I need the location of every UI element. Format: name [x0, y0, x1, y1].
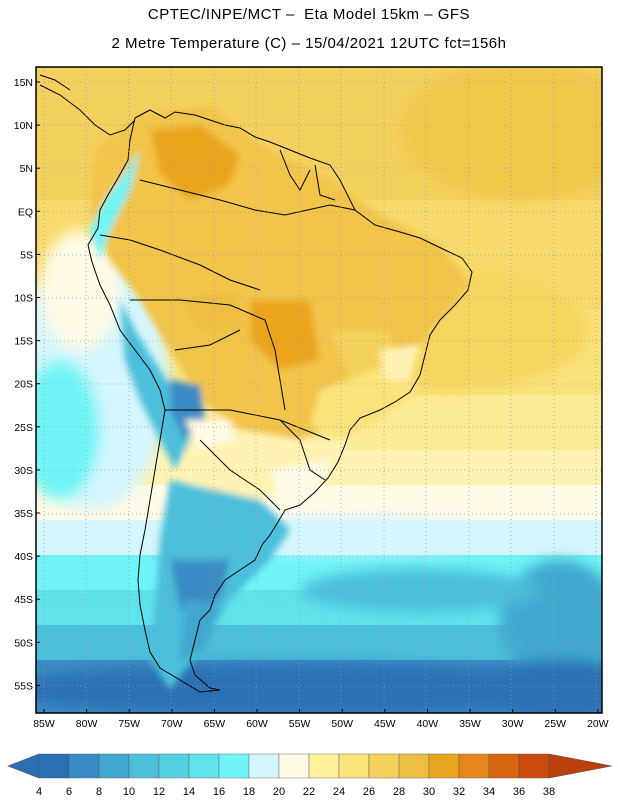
colorbar-swatch: [368, 753, 400, 779]
lat-label: 35S: [14, 508, 33, 520]
colorbar-tick-label: 16: [213, 786, 225, 798]
colorbar-swatch: [338, 753, 370, 779]
colorbar-swatch: [398, 753, 430, 779]
lon-label: 70W: [161, 718, 183, 730]
colorbar-tick-label: 8: [96, 786, 102, 798]
colorbar-swatch: [308, 753, 340, 779]
colorbar-tick-label: 38: [543, 786, 555, 798]
colorbar-swatch: [98, 753, 130, 779]
colorbar-swatch: [248, 753, 280, 779]
colorbar-swatch: [518, 753, 550, 779]
lat-label: 55S: [14, 680, 33, 692]
colorbar-tick-label: 36: [513, 786, 525, 798]
coastline: [39, 74, 473, 693]
colorbar-high-arrow: [548, 753, 613, 779]
colorbar-tick-label: 10: [123, 786, 135, 798]
longitude-labels: 85W 80W 75W 70W 65W 60W 55W 50W 45W 40W 35W 30W 25W 2…: [33, 709, 609, 730]
colorbar-tick-label: 18: [243, 786, 255, 798]
colorbar-tick-label: 26: [363, 786, 375, 798]
colorbar-tick-label: 4: [36, 786, 42, 798]
colorbar-swatch: [428, 753, 460, 779]
lat-label: 10N: [14, 120, 33, 132]
colorbar-tick-label: 28: [393, 786, 405, 798]
colorbar-tick-label: 30: [423, 786, 435, 798]
lon-label: 65W: [204, 718, 226, 730]
colorbar-swatch: [38, 753, 70, 779]
map-frame: [35, 66, 603, 714]
lon-label: 60W: [246, 718, 268, 730]
colorbar-low-arrow: [7, 753, 40, 779]
map-title: CPTEC/INPE/MCT – Eta Model 15km – GFS: [147, 6, 471, 23]
colorbar-tick-label: 34: [483, 786, 495, 798]
colorbar-tick-label: 22: [303, 786, 315, 798]
lon-label: 85W: [33, 718, 55, 730]
lat-label: 15N: [14, 77, 33, 89]
lon-label: 75W: [118, 718, 140, 730]
lon-label: 50W: [331, 718, 353, 730]
colorbar-swatch: [128, 753, 160, 779]
map-subtitle: 2 Metre Temperature (C) – 15/04/2021 12U…: [111, 35, 507, 52]
lon-label: 20W: [587, 718, 609, 730]
lat-label: 40S: [14, 551, 33, 563]
colorbar-swatch: [488, 753, 520, 779]
lon-label: 45W: [374, 718, 396, 730]
colorbar-tick-label: 12: [153, 786, 165, 798]
lat-label: EQ: [18, 206, 33, 218]
lat-label: 50S: [14, 637, 33, 649]
colorbar-swatch: [458, 753, 490, 779]
lat-label: 20S: [14, 379, 33, 391]
lat-label: 15S: [14, 336, 33, 348]
colorbar-swatch: [158, 753, 190, 779]
colorbar-tick-label: 32: [453, 786, 465, 798]
colorbar: [7, 753, 613, 779]
colorbar-tick-label: 24: [333, 786, 345, 798]
lat-label: 30S: [14, 465, 33, 477]
colorbar-swatch: [188, 753, 220, 779]
lon-label: 35W: [459, 718, 481, 730]
colorbar-tick-label: 14: [183, 786, 195, 798]
lon-label: 25W: [544, 718, 566, 730]
lon-label: 40W: [417, 718, 439, 730]
temperature-field: [36, 67, 602, 713]
colorbar-swatch: [68, 753, 100, 779]
latitude-labels: 15N 10N 5N EQ 5S 10S 15S 20S 25S 30S 35S 40S 45S 50S 5…: [14, 77, 40, 692]
lon-label: 55W: [289, 718, 311, 730]
lat-label: 10S: [14, 293, 33, 305]
lon-label: 80W: [76, 718, 98, 730]
colorbar-swatch: [218, 753, 250, 779]
lat-label: 45S: [14, 594, 33, 606]
lat-label: 5S: [20, 249, 33, 261]
lat-label: 5N: [20, 163, 33, 175]
colorbar-tick-label: 6: [66, 786, 72, 798]
lat-label: 25S: [14, 422, 33, 434]
colorbar-tick-label: 20: [273, 786, 285, 798]
colorbar-tick-labels: 4 6 8 10 12 14 16 18 20 22 24 26 28 30 32 34 36 38: [36, 786, 555, 798]
colorbar-swatch: [278, 753, 310, 779]
lon-label: 30W: [502, 718, 524, 730]
